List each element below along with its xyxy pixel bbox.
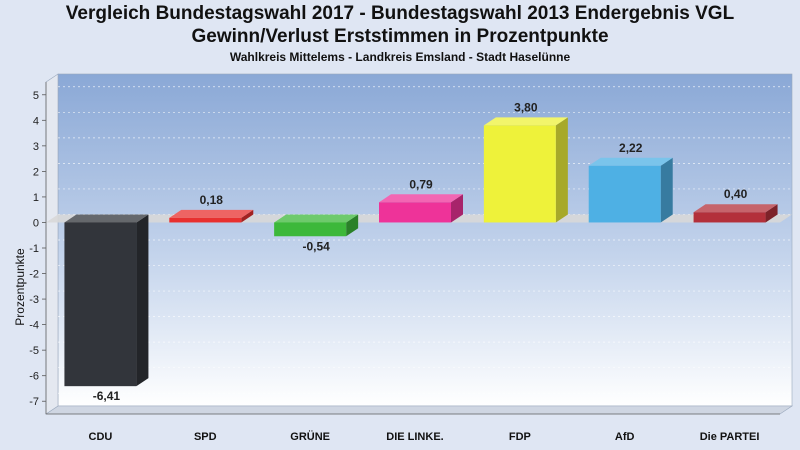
bar-top [588, 157, 673, 166]
y-tick-label: -5 [29, 345, 39, 357]
x-tick-label: DIE LINKE. [386, 431, 443, 443]
bar-grüne [274, 222, 347, 237]
data-label: -0,54 [302, 239, 330, 253]
data-label: 3,80 [514, 100, 538, 114]
bar-afd [588, 165, 661, 223]
y-tick-label: 3 [33, 141, 39, 153]
y-tick-label: -1 [29, 243, 39, 255]
y-tick-label: -4 [29, 320, 39, 332]
data-label: -6,41 [93, 389, 121, 403]
bar-cdu [64, 222, 137, 387]
y-tick-label: 5 [33, 90, 39, 102]
bar-top [379, 194, 463, 203]
data-label: 0,79 [409, 177, 433, 191]
y-tick-label: 0 [33, 217, 39, 229]
x-tick-label: GRÜNE [290, 430, 330, 443]
data-label: 2,22 [619, 141, 643, 155]
bar-side [346, 214, 359, 237]
data-label: 0,40 [724, 187, 748, 201]
x-tick-label: CDU [89, 431, 113, 443]
bar-top [169, 209, 254, 218]
chart-title-line1: Vergleich Bundestagswahl 2017 - Bundesta… [65, 3, 735, 24]
y-tick-label: 2 [33, 166, 39, 178]
plot-floor [45, 405, 793, 415]
x-tick-label: FDP [509, 431, 531, 443]
y-tick-label: 1 [33, 192, 39, 204]
bar-top [274, 214, 359, 223]
y-tick-label: -6 [29, 371, 39, 383]
bar-side [555, 117, 568, 223]
bar-die-partei [693, 212, 766, 223]
bar-top [64, 214, 149, 223]
x-tick-label: Die PARTEI [700, 431, 760, 443]
bar-side [660, 157, 673, 223]
bar-fdp [483, 125, 556, 223]
y-tick-label: 4 [33, 115, 39, 127]
bar-top [693, 204, 778, 213]
bar-spd [169, 217, 242, 223]
bar-side [451, 194, 463, 223]
chart-title-line2: Gewinn/Verlust Erststimmen in Prozentpun… [191, 26, 609, 47]
chart-header: Vergleich Bundestagswahl 2017 - Bundesta… [0, 2, 800, 65]
bar-side [765, 204, 778, 223]
bar-side [241, 209, 254, 223]
chart-subtitle: Wahlkreis Mittelems - Landkreis Emsland … [229, 50, 571, 64]
y-tick-label: -7 [29, 396, 39, 408]
y-tick-label: -3 [29, 294, 39, 306]
plot-left-wall [45, 73, 59, 415]
x-tick-label: SPD [194, 431, 217, 443]
data-label: 0,18 [200, 193, 224, 207]
bar-die-linke- [379, 202, 451, 223]
bar-side [136, 214, 149, 387]
bar-top [483, 117, 568, 126]
x-tick-label: AfD [615, 431, 635, 443]
y-tick-label: -2 [29, 269, 39, 281]
